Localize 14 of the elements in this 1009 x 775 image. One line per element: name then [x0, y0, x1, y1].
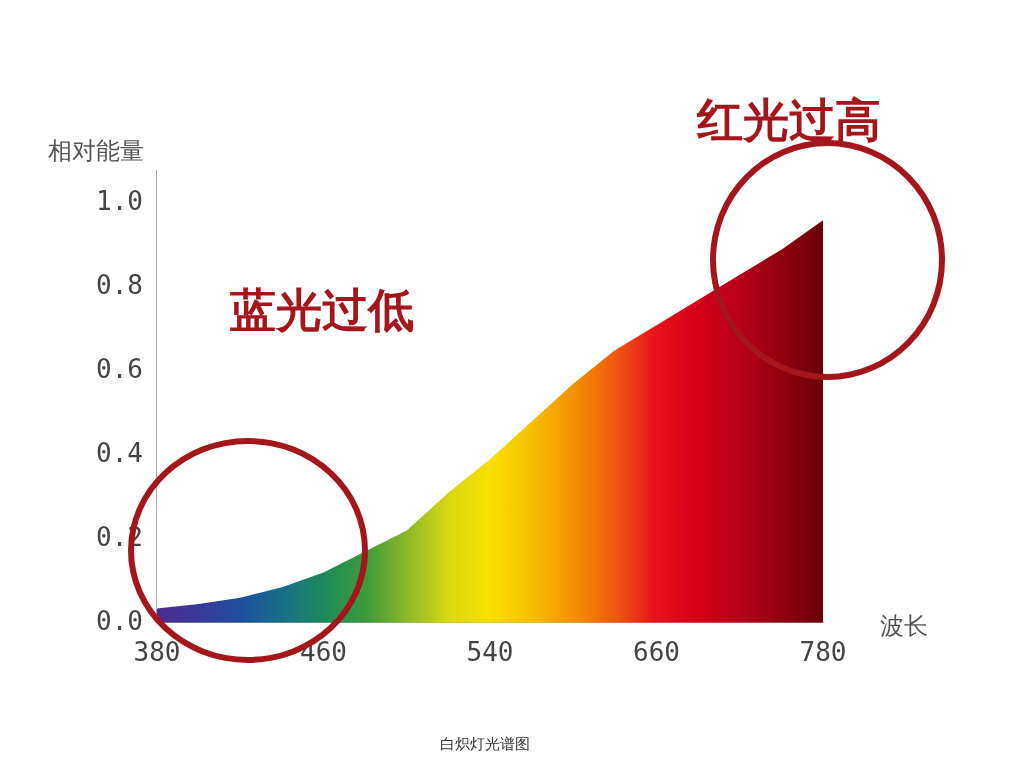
y-tick-label: 1.0: [95, 186, 143, 217]
text: 白炽灯光谱图: [440, 735, 530, 754]
x-tick-label: 660: [633, 637, 680, 668]
y-tick-label: 0.8: [95, 270, 143, 301]
text: 红光过高: [697, 92, 881, 149]
y-tick-label: 0.0: [95, 605, 143, 636]
x-axis-title: 波长: [880, 611, 928, 642]
y-tick-label: 0.6: [95, 353, 143, 384]
annotation: 蓝光过低: [230, 282, 414, 339]
x-tick-label: 780: [799, 637, 847, 668]
x-tick-label: 380: [133, 637, 181, 668]
x-tick-label: 540: [466, 637, 514, 668]
y-tick-label: 0.4: [95, 437, 143, 468]
y-axis-title: 相对能量: [48, 136, 144, 167]
